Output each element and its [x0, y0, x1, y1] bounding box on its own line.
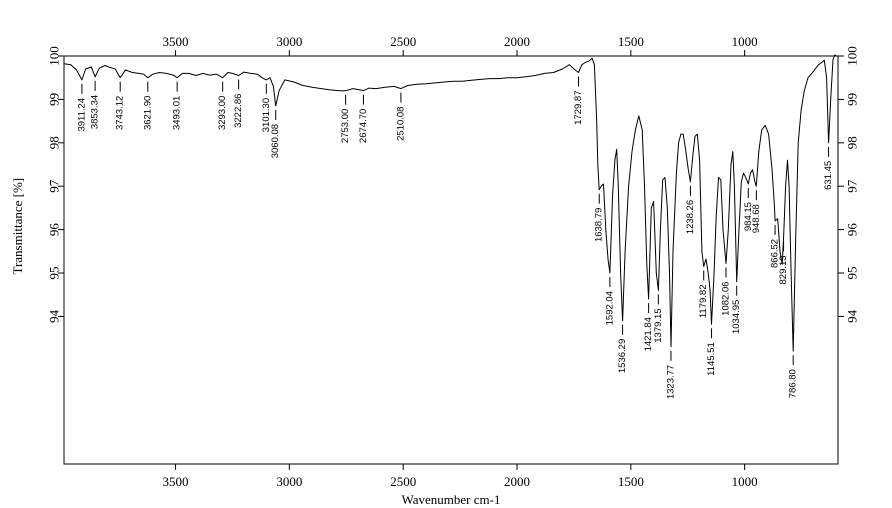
y-axis-title: Transmittance [%] [10, 178, 25, 275]
y-tick-label-right: 97 [845, 179, 860, 193]
peak-label: 3853.34 [90, 95, 101, 129]
peak-label: 3493.01 [172, 96, 183, 130]
x-tick-label-top: 3500 [163, 34, 189, 49]
peak-label: 2674.70 [358, 109, 369, 143]
y-tick-label-left: 99 [47, 93, 62, 106]
peak-label: 1034.95 [731, 300, 742, 334]
peak-label: 3293.00 [217, 96, 228, 130]
peak-label: 631.45 [823, 161, 834, 190]
peak-label: 1592.04 [604, 291, 615, 325]
peak-label: 3101.30 [261, 98, 272, 132]
x-tick-label-bottom: 2500 [390, 474, 416, 489]
y-axis-left: 94 95 96 97 98 99 100 [47, 46, 64, 323]
peak-label: 1179.82 [698, 285, 709, 319]
peak-label: 3911.24 [76, 98, 87, 132]
x-tick-label-top: 3000 [276, 34, 302, 49]
y-tick-label-right: 94 [845, 309, 860, 323]
x-tick-label-bottom: 3500 [163, 474, 189, 489]
peak-label: 1238.26 [685, 200, 696, 234]
y-tick-label-right: 100 [845, 46, 860, 66]
peak-label: 2510.08 [395, 107, 406, 141]
peak-label: 1536.29 [617, 339, 628, 373]
y-tick-label-left: 98 [47, 136, 62, 149]
peak-label: 1323.77 [665, 365, 676, 399]
y-tick-label-left: 97 [47, 179, 62, 193]
peak-label: 948.68 [751, 204, 762, 233]
y-tick-label-right: 96 [845, 223, 860, 237]
y-tick-label-left: 96 [47, 223, 62, 237]
peak-label: 984.15 [743, 202, 754, 231]
y-tick-label-right: 98 [845, 136, 860, 149]
peak-label: 2753.00 [340, 109, 351, 143]
x-axis-bottom: 3500 3000 2500 2000 1500 1000 [163, 464, 758, 489]
peak-label: 3621.90 [142, 96, 153, 130]
y-tick-label-left: 95 [47, 267, 62, 280]
y-tick-label-left: 100 [47, 46, 62, 66]
peak-label: 1729.87 [573, 90, 584, 124]
peak-label: 1145.51 [706, 342, 717, 376]
peak-label: 3060.08 [270, 124, 281, 158]
x-tick-label-bottom: 2000 [504, 474, 530, 489]
y-tick-label-left: 94 [47, 309, 62, 323]
x-tick-label-top: 1000 [732, 34, 758, 49]
peak-label: 866.52 [770, 239, 781, 268]
peak-label: 1638.79 [594, 208, 605, 242]
x-axis-top: 3500 3000 2500 2000 1500 1000 [163, 34, 758, 56]
peak-label: 829.13 [778, 255, 789, 284]
y-axis-right: 94 95 96 97 98 99 100 [838, 46, 860, 323]
peak-annotations: 3911.24 3853.34 3743.12 3621.90 3493.01 3293.… [76, 76, 834, 399]
x-axis-title: Wavenumber cm-1 [402, 492, 501, 507]
y-tick-label-right: 99 [845, 93, 860, 106]
x-tick-label-top: 2500 [390, 34, 416, 49]
x-tick-label-bottom: 3000 [276, 474, 302, 489]
x-tick-label-bottom: 1000 [732, 474, 758, 489]
plot-frame [63, 55, 839, 465]
peak-label: 1379.15 [653, 308, 664, 342]
peak-label: 786.80 [788, 369, 799, 398]
peak-label: 3743.12 [115, 96, 126, 130]
peak-label: 1421.84 [643, 317, 654, 351]
x-tick-label-top: 1500 [618, 34, 644, 49]
spectrum-line [63, 54, 838, 352]
x-tick-label-top: 2000 [504, 34, 530, 49]
peak-label: 3222.86 [233, 94, 244, 128]
x-tick-label-bottom: 1500 [618, 474, 644, 489]
y-tick-label-right: 95 [845, 267, 860, 280]
peak-label: 1082.06 [720, 281, 731, 315]
